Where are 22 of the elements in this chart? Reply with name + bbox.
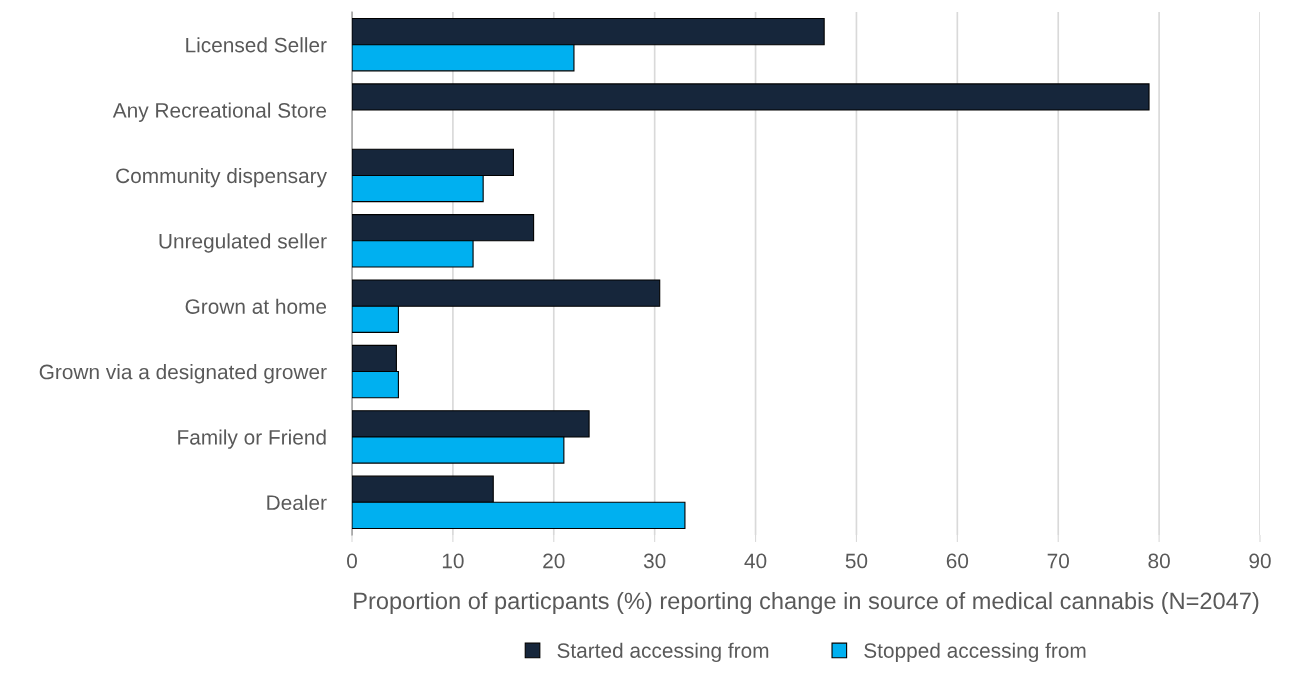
x-tick-label: 40 (744, 553, 767, 569)
x-tick-label: 30 (643, 553, 666, 569)
legend-label: Stopped accessing from (864, 642, 1086, 663)
x-tick-label: 70 (1047, 553, 1069, 569)
x-tick-label: 80 (1148, 553, 1170, 569)
x-tick-label: 60 (946, 553, 969, 569)
y-tick-label: Dealer (267, 494, 327, 511)
x-tick-label: 50 (845, 553, 868, 569)
bar (352, 83, 1150, 111)
y-tick-label: Grown at home (185, 298, 327, 314)
legend-label: Started accessing from (557, 642, 769, 663)
x-tick-label: 90 (1249, 553, 1271, 569)
y-tick-label: Community dispensary (116, 167, 327, 188)
x-axis-title: Proportion of particpants (%) reporting change in source of medical cannabis (N=2047) (354, 591, 1259, 614)
y-tick-label: Family or Friend (178, 429, 326, 449)
x-tick-label: 20 (543, 553, 565, 569)
y-tick-label: Any Recreational Store (112, 102, 327, 122)
x-tick-label: 0 (347, 553, 357, 569)
y-tick-label: Grown via a designated grower (39, 364, 327, 384)
y-tick-label: Unregulated seller (159, 233, 327, 253)
x-tick-label: 10 (442, 553, 464, 569)
y-tick-label: Licensed Seller (186, 37, 327, 53)
